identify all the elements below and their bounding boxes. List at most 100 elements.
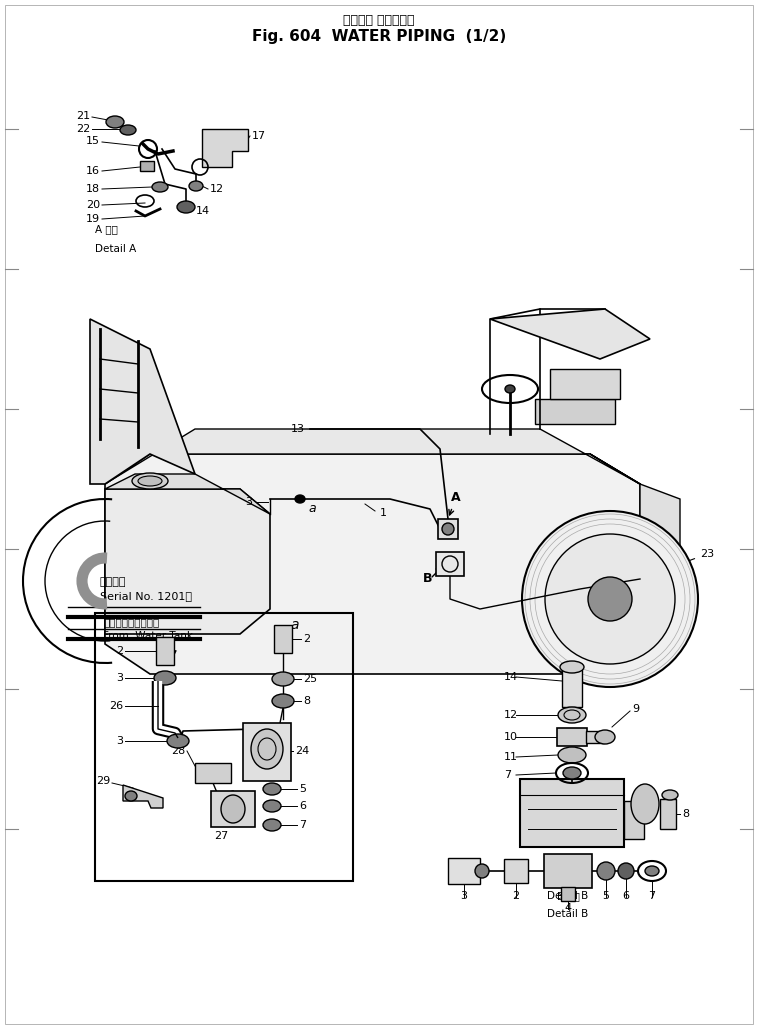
Text: ウォータタンクから: ウォータタンクから <box>103 617 159 627</box>
Bar <box>660 799 676 829</box>
Ellipse shape <box>152 182 168 192</box>
Text: B 詳細: B 詳細 <box>556 891 579 901</box>
Text: ウォータ パイビング: ウォータ パイビング <box>343 14 415 28</box>
Text: 12: 12 <box>504 710 518 720</box>
Text: 15: 15 <box>210 158 224 168</box>
Bar <box>504 859 528 883</box>
Text: 28: 28 <box>171 746 185 756</box>
Text: 適用号機: 適用号機 <box>100 577 127 587</box>
Bar <box>624 801 644 839</box>
Ellipse shape <box>106 116 124 128</box>
Text: 5: 5 <box>299 784 306 794</box>
Text: 20: 20 <box>86 200 100 210</box>
Text: 8: 8 <box>682 809 689 819</box>
Ellipse shape <box>221 795 245 823</box>
Text: 7: 7 <box>299 820 306 830</box>
Bar <box>562 669 582 707</box>
Polygon shape <box>105 489 270 634</box>
Polygon shape <box>123 785 163 808</box>
Text: 21: 21 <box>76 111 90 121</box>
Text: 25: 25 <box>303 674 317 684</box>
Ellipse shape <box>272 672 294 686</box>
Bar <box>544 854 592 888</box>
Text: 1: 1 <box>380 508 387 518</box>
Bar <box>535 399 615 424</box>
Ellipse shape <box>631 784 659 824</box>
Ellipse shape <box>120 125 136 135</box>
Bar <box>243 723 291 781</box>
Bar <box>561 887 575 901</box>
Bar <box>95 613 353 881</box>
Text: A: A <box>449 491 461 514</box>
Ellipse shape <box>505 385 515 393</box>
Ellipse shape <box>558 747 586 762</box>
Text: 24: 24 <box>295 746 309 756</box>
Polygon shape <box>490 309 650 359</box>
Ellipse shape <box>560 661 584 673</box>
Bar <box>557 728 587 746</box>
Bar <box>586 731 604 743</box>
Text: 2: 2 <box>116 646 123 657</box>
Ellipse shape <box>263 783 281 795</box>
Polygon shape <box>590 454 680 644</box>
Ellipse shape <box>167 734 189 748</box>
Bar <box>550 369 620 399</box>
Bar <box>211 791 255 827</box>
Polygon shape <box>105 429 640 484</box>
Ellipse shape <box>263 819 281 831</box>
Bar <box>274 625 292 653</box>
Text: 17: 17 <box>252 131 266 141</box>
Text: 6: 6 <box>622 891 629 901</box>
Text: 12: 12 <box>210 184 224 194</box>
Text: 7: 7 <box>504 770 511 780</box>
Ellipse shape <box>272 694 294 708</box>
Ellipse shape <box>597 862 615 880</box>
Text: 4: 4 <box>565 903 572 913</box>
Ellipse shape <box>125 791 137 801</box>
Ellipse shape <box>251 729 283 769</box>
Text: 13: 13 <box>291 424 305 434</box>
Bar <box>438 519 458 539</box>
Text: a: a <box>308 502 315 516</box>
Bar <box>140 161 154 171</box>
Ellipse shape <box>588 577 632 620</box>
Bar <box>520 779 624 847</box>
Text: 22: 22 <box>76 125 90 134</box>
Text: 3: 3 <box>245 497 252 507</box>
Ellipse shape <box>154 671 176 685</box>
Text: 14: 14 <box>504 672 518 682</box>
Ellipse shape <box>545 534 675 664</box>
Text: 2: 2 <box>512 891 519 901</box>
Text: From  Water Tank: From Water Tank <box>103 631 193 641</box>
Text: 16: 16 <box>86 166 100 176</box>
Text: 9: 9 <box>632 704 639 714</box>
Text: 5: 5 <box>603 891 609 901</box>
Ellipse shape <box>558 707 586 723</box>
Text: 10: 10 <box>504 732 518 742</box>
Text: 3: 3 <box>116 736 123 746</box>
Text: Fig. 604  WATER PIPING  (1/2): Fig. 604 WATER PIPING (1/2) <box>252 29 506 43</box>
Text: Detail B: Detail B <box>547 909 589 919</box>
Text: Detail A: Detail A <box>95 244 136 254</box>
Ellipse shape <box>522 511 698 687</box>
Ellipse shape <box>595 730 615 744</box>
Text: 6: 6 <box>299 801 306 811</box>
Text: 3: 3 <box>461 891 468 901</box>
Ellipse shape <box>132 473 168 489</box>
Ellipse shape <box>442 523 454 535</box>
Ellipse shape <box>295 495 305 503</box>
Ellipse shape <box>563 767 581 779</box>
Text: B: B <box>423 572 433 586</box>
Text: 23: 23 <box>647 549 714 576</box>
Text: 19: 19 <box>86 214 100 224</box>
Text: A 詳細: A 詳細 <box>95 224 118 234</box>
Text: 2: 2 <box>303 634 310 644</box>
Polygon shape <box>105 454 640 674</box>
Bar <box>436 552 464 576</box>
Bar <box>195 762 231 783</box>
Ellipse shape <box>177 201 195 213</box>
Text: Detail B: Detail B <box>547 880 589 901</box>
Text: Serial No. 1201～: Serial No. 1201～ <box>100 591 192 601</box>
Ellipse shape <box>189 181 203 191</box>
Text: 26: 26 <box>109 701 123 711</box>
